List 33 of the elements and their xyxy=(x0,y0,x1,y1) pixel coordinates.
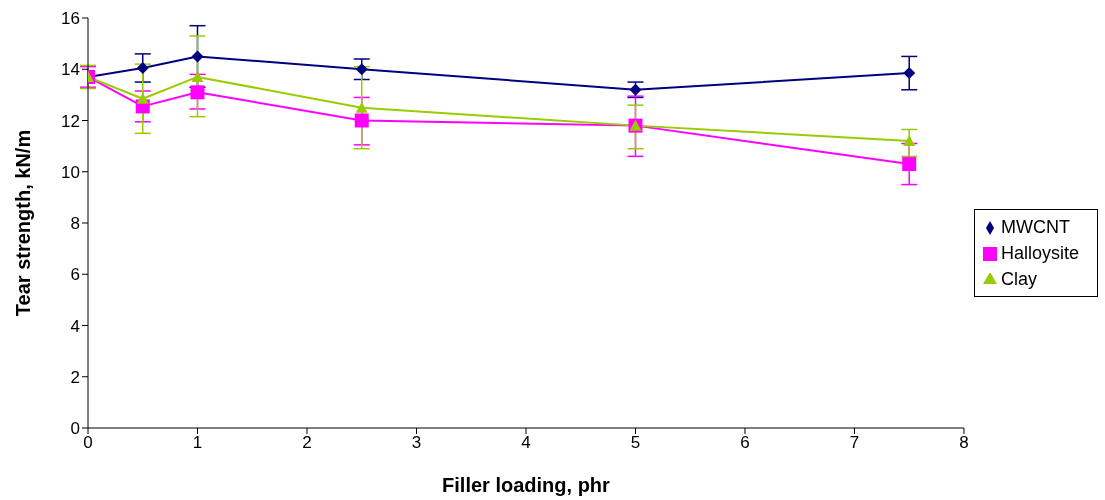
y-tick-label: 0 xyxy=(70,419,80,439)
x-tick-label: 2 xyxy=(302,433,312,453)
point xyxy=(902,157,917,172)
point xyxy=(136,61,149,74)
legend-label: Clay xyxy=(1000,269,1037,289)
y-tick-label: 6 xyxy=(70,265,80,285)
y-tick-label: 4 xyxy=(70,316,80,336)
x-axis-title: Filler loading, phr xyxy=(442,474,611,497)
point xyxy=(190,85,205,100)
point xyxy=(354,113,369,128)
x-tick-label: 4 xyxy=(521,433,531,453)
y-tick-label: 14 xyxy=(61,60,80,80)
y-tick-label: 16 xyxy=(61,9,80,29)
y-axis-title: Tear strength, kN/m xyxy=(12,129,35,317)
x-tick-label: 1 xyxy=(192,433,203,453)
point xyxy=(136,92,149,104)
x-tick-label: 0 xyxy=(83,433,93,453)
y-tick-label: 10 xyxy=(61,162,80,182)
point xyxy=(903,67,916,80)
x-tick-label: 8 xyxy=(959,433,969,453)
x-tick-label: 6 xyxy=(740,433,750,453)
point xyxy=(191,50,204,63)
point xyxy=(355,63,368,76)
point xyxy=(903,135,916,146)
legend-label: MWCNT xyxy=(1000,217,1070,237)
x-tick-label: 5 xyxy=(630,433,641,453)
x-tick-label: 7 xyxy=(849,433,860,453)
point xyxy=(355,101,368,113)
x-tick-label: 3 xyxy=(411,433,422,453)
y-tick-label: 8 xyxy=(70,214,80,234)
y-tick-label: 12 xyxy=(61,111,80,131)
legend-label: Halloysite xyxy=(1000,243,1079,263)
y-tick-label: 2 xyxy=(70,367,80,387)
